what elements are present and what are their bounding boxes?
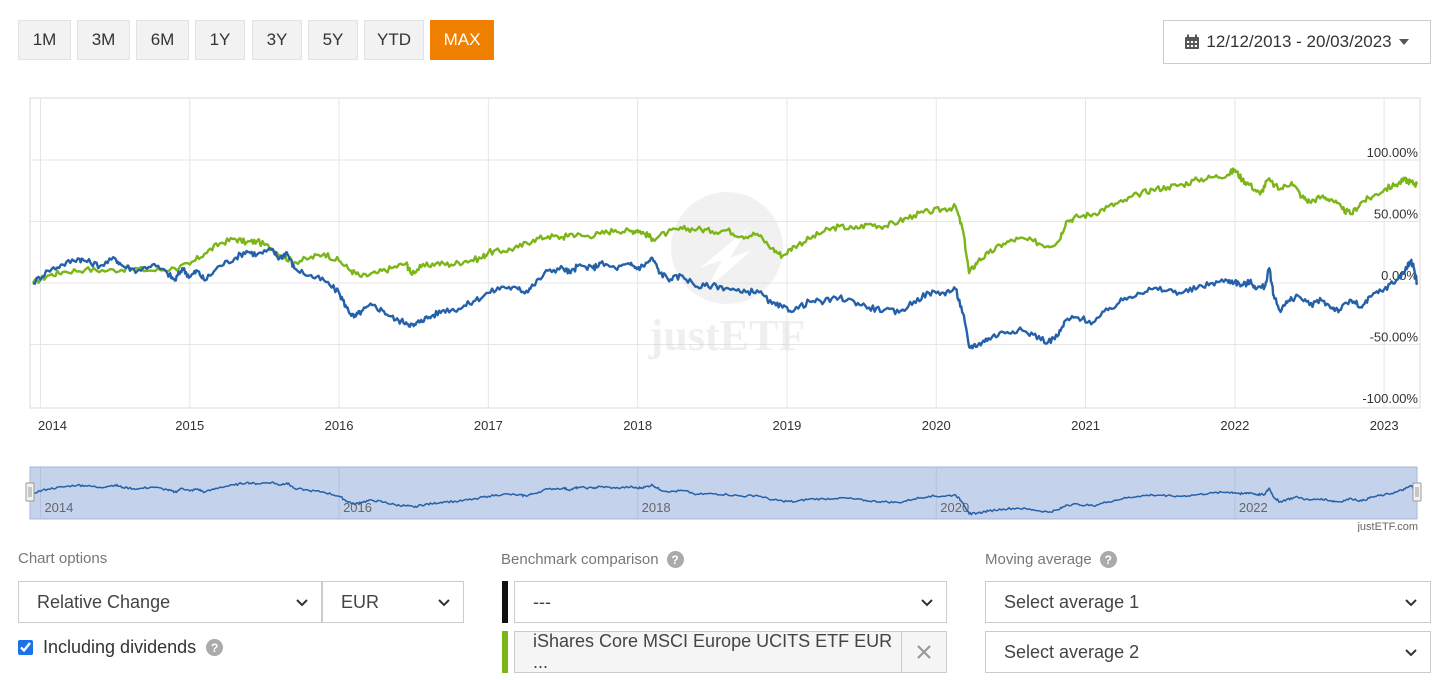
x-axis-labels: 2014 2015 2016 2017 2018 2019 2020 2021 2022 2023 [38,418,1399,433]
close-icon [917,645,931,659]
x-tick-label: 2019 [772,418,801,433]
date-range-label: 12/12/2013 - 20/03/2023 [1206,32,1392,51]
navigator-handle-left[interactable] [25,482,35,502]
chart-options-title: Chart options [18,550,107,567]
range-button-3m[interactable]: 3M [77,20,130,60]
y-axis-labels: 100.00%50.00%0.00%-50.00%-100.00% [1362,145,1418,406]
date-range-picker[interactable]: 12/12/2013 - 20/03/2023 [1163,20,1431,64]
moving-average-title: Moving average ? [985,551,1117,568]
watermark-text: justETF [648,311,805,360]
x-tick-label: 2017 [474,418,503,433]
moving-average-2-select[interactable]: Select average 2 [985,631,1431,673]
moving-average-1-value: Select average 1 [1004,591,1140,612]
y-tick-label: -50.00% [1370,330,1419,345]
performance-chart[interactable]: justETF 100.00%50.00%0.00%-50.00%-100.00… [0,90,1446,440]
navigator-selection[interactable] [29,466,1418,520]
series-line-2 [32,246,1419,350]
chart-options-label: Chart options [18,550,108,567]
benchmark-color-bar [502,581,508,623]
benchmark-color-bar [502,631,508,673]
remove-benchmark-button[interactable] [901,631,947,673]
moving-average-1-select[interactable]: Select average 1 [985,581,1431,623]
chart-credit: justETF.com [1356,521,1418,532]
x-tick-label: 2016 [325,418,354,433]
currency-select[interactable]: EUR [322,581,464,623]
display-mode-select[interactable]: Relative Change [18,581,322,623]
range-button-6m[interactable]: 6M [136,20,189,60]
y-tick-label: 50.00% [1374,207,1419,222]
x-tick-label: 2020 [922,418,951,433]
chevron-down-icon [438,599,450,607]
moving-average-label: Moving average [985,551,1092,568]
watermark-logo: justETF [648,192,805,360]
dividends-label[interactable]: Including dividends [43,637,197,657]
caret-down-icon [1398,39,1409,45]
x-tick-label: 2022 [1220,418,1249,433]
x-tick-label: 2021 [1071,418,1100,433]
benchmark-label: Benchmark comparison [501,551,659,568]
navigator-series-line [32,481,1418,516]
calendar-icon [1185,34,1200,49]
navigator-tick-label: 2022 [1239,500,1268,515]
chevron-down-icon [296,599,308,607]
help-icon[interactable]: ? [666,551,684,568]
benchmark-title: Benchmark comparison ? [501,551,684,568]
navigator-tick-label: 2020 [940,500,969,515]
x-tick-label: 2014 [38,418,67,433]
range-button-5y[interactable]: 5Y [308,20,358,60]
navigator-ticks: 2014 2016 2018 2020 2022 [39,467,1268,519]
help-icon[interactable]: ? [206,639,224,656]
x-tick-label: 2015 [175,418,204,433]
navigator-tick-label: 2014 [44,500,73,515]
y-tick-label: 100.00% [1367,145,1419,160]
help-icon[interactable]: ? [1099,551,1117,568]
moving-average-2-value: Select average 2 [1004,641,1140,662]
navigator-handle-right[interactable] [1412,482,1422,502]
currency-value: EUR [341,591,380,612]
display-mode-value: Relative Change [37,591,171,612]
navigator-tick-label: 2018 [642,500,671,515]
chart-navigator[interactable]: 2014 2016 2018 2020 2022 justETF.com [0,462,1446,532]
y-tick-label: -100.00% [1362,391,1418,406]
chevron-down-icon [921,599,933,607]
horizontal-gridlines [30,159,1420,345]
selected-benchmark-name: iShares Core MSCI Europe UCITS ETF EUR .… [533,631,893,672]
dividends-checkbox[interactable] [18,640,33,655]
range-button-1m[interactable]: 1M [18,20,71,60]
range-button-max[interactable]: MAX [430,20,494,60]
selected-benchmark: iShares Core MSCI Europe UCITS ETF EUR .… [514,631,902,673]
benchmark-select[interactable]: --- [514,581,947,623]
chevron-down-icon [1405,649,1417,657]
x-tick-label: 2023 [1370,418,1399,433]
x-tick-label: 2018 [623,418,652,433]
range-button-3y[interactable]: 3Y [252,20,302,60]
series-lines [31,167,1419,350]
navigator-tick-label: 2016 [343,500,372,515]
series-line-1 [31,167,1419,285]
range-button-1y[interactable]: 1Y [195,20,245,60]
range-button-ytd[interactable]: YTD [364,20,424,60]
chevron-down-icon [1405,599,1417,607]
dividends-option: Including dividends ? [18,637,224,658]
benchmark-select-value: --- [533,591,551,612]
